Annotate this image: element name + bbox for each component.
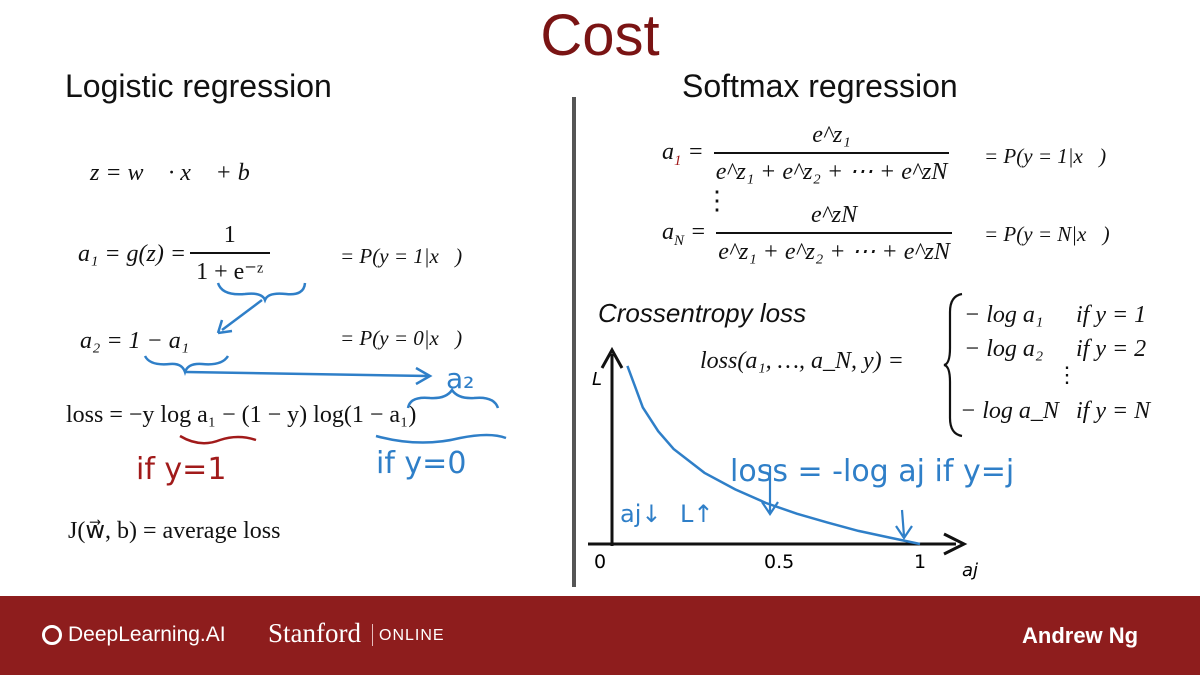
brace-over-log (406, 387, 500, 409)
crossentropy-label: Crossentropy loss (598, 298, 807, 328)
softmax-aN-sub: N (674, 232, 685, 249)
brand-separator (372, 624, 373, 646)
x-tick-1: 1 (914, 551, 926, 573)
eq-cost: J(w⃗, b) = average loss (68, 518, 281, 544)
underline-log-one-minus-a1 (375, 433, 507, 444)
case-4-expr: − log a_N (960, 398, 1059, 424)
eq-a1: a₁ = g(z) = 1 1 + e⁻ᶻ (78, 222, 274, 286)
eq-a2-prob: = P(y = 0|x⃗) (340, 326, 463, 350)
case-4: − log a_N (960, 398, 1059, 425)
note-if-y1: if y=1 (136, 452, 227, 487)
eq-a1-lhs: a₁ = g(z) = (78, 240, 187, 267)
note-a2: a₂ (446, 362, 475, 395)
softmax-aN-fraction: e^zN e^z₁ + e^z₂ + ⋯ + e^zN (716, 202, 952, 266)
case-4-cond: if y = N (1076, 398, 1151, 424)
cases-brace (943, 292, 963, 438)
softmax-aN-symbol: a (662, 218, 674, 245)
softmax-a1-denominator: e^z₁ + e^z₂ + ⋯ + e^zN (713, 152, 950, 186)
footer-bar: DeepLearning.AI Stanford ONLINE Andrew N… (0, 596, 1200, 675)
note-aj-down: aj↓ (620, 500, 662, 528)
eq-a1-fraction: 1 1 + e⁻ᶻ (190, 222, 270, 286)
loss-chart: L 0 0.5 1 aj (588, 346, 978, 581)
logistic-annotations (143, 282, 507, 445)
arrow-to-a1 (221, 299, 263, 331)
case-2: − log a₂ (964, 336, 1043, 363)
eq-a1-prob: = P(y = 1|x⃗) (340, 244, 463, 268)
softmax-vdots: ⋮ (704, 186, 730, 215)
note-if-y0: if y=0 (376, 446, 467, 481)
eq-softmax-a1: a1 = e^z₁ e^z₁ + e^z₂ + ⋯ + e^zN (662, 122, 950, 186)
presenter-name: Andrew Ng (1022, 623, 1139, 648)
softmax-a1-prob: = P(y = 1|x⃗) (984, 144, 1107, 168)
case-2-cond: if y = 2 (1076, 336, 1147, 362)
arrow-long (185, 370, 429, 378)
note-softmax-loss: loss = -log aj if y=j (730, 454, 1015, 489)
brace-one-minus-a1 (143, 355, 230, 376)
case-1-cond: if y = 1 (1076, 302, 1147, 328)
softmax-aN-numerator: e^zN (810, 202, 858, 228)
eq-loss: loss = −y log a₁ − (1 − y) log(1 − a₁) (66, 402, 417, 428)
brand-deeplearning: DeepLearning.AI (68, 623, 226, 646)
brand-online: ONLINE (379, 627, 445, 644)
softmax-loss-lhs: loss(a₁, …, a_N, y) = (700, 348, 904, 374)
case-3-vdots: ⋮ (1056, 362, 1078, 387)
softmax-a1-fraction: e^z₁ e^z₁ + e^z₂ + ⋯ + e^zN (713, 122, 950, 186)
case-1: − log a₁ (964, 302, 1043, 329)
softmax-aN-prob: = P(y = N|x⃗) (984, 222, 1110, 246)
note-L-up: L↑ (680, 500, 714, 528)
loss-curve (626, 365, 921, 546)
softmax-a1-symbol: a (662, 138, 674, 165)
eq-a2: a₂ = 1 − a₁ (80, 328, 190, 354)
x-axis-label: aj (962, 560, 978, 581)
case-1-expr: − log a₁ (964, 302, 1044, 328)
deeplearning-logo-icon (42, 625, 62, 645)
logistic-heading: Logistic regression (65, 68, 332, 104)
arrow-to-a1-head (216, 319, 233, 335)
column-divider (572, 97, 576, 587)
brand-stanford: Stanford (268, 618, 361, 648)
softmax-aN-denominator: e^z₁ + e^z₂ + ⋯ + e^zN (716, 232, 952, 266)
x-tick-0: 0 (594, 551, 606, 573)
arrow-mid-curve (761, 466, 779, 516)
arrow-long-head (415, 366, 433, 386)
y-axis-arrow (600, 346, 624, 369)
x-axis-arrow (943, 532, 968, 556)
y-axis-label: L (592, 369, 602, 390)
eq-z: z = w⃗ · x⃗ + b (90, 160, 250, 186)
softmax-a1-sub: 1 (674, 152, 682, 169)
softmax-a1-numerator: e^z₁ (812, 122, 851, 148)
softmax-heading: Softmax regression (682, 68, 958, 104)
eq-softmax-aN: aN = e^zN e^z₁ + e^z₂ + ⋯ + e^zN (662, 202, 952, 266)
brace-denominator (216, 282, 307, 304)
eq-a1-denominator: 1 + e⁻ᶻ (190, 252, 270, 286)
x-tick-0-5: 0.5 (764, 551, 794, 573)
arrow-end-curve (895, 509, 913, 540)
underline-log-a1 (179, 434, 257, 445)
slide-title: Cost (540, 3, 660, 68)
eq-a1-numerator: 1 (223, 222, 236, 248)
case-2-expr: − log a₂ (964, 336, 1044, 362)
